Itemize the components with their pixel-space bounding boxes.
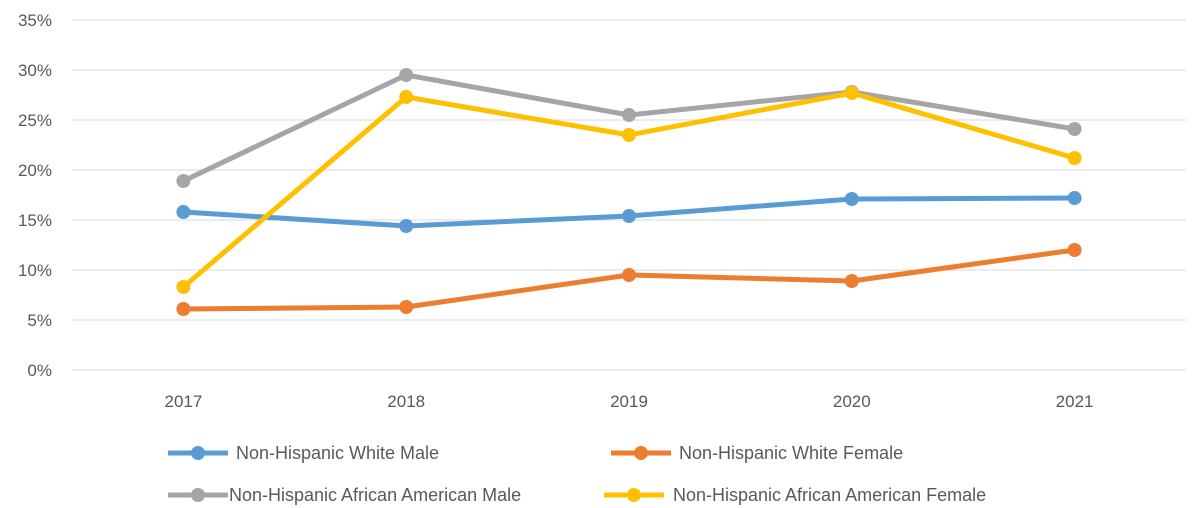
- legend-label: Non-Hispanic African American Male: [229, 485, 521, 505]
- x-tick-label: 2017: [164, 392, 202, 411]
- y-axis-tick-labels: 0% 5% 10% 15% 20% 25% 30% 35%: [18, 11, 52, 380]
- legend-swatch-marker: [634, 446, 648, 460]
- legend-label: Non-Hispanic White Male: [236, 443, 439, 463]
- x-tick-label: 2021: [1056, 392, 1094, 411]
- y-tick-label: 30%: [18, 61, 52, 80]
- y-tick-label: 10%: [18, 261, 52, 280]
- legend-item: Non-Hispanic White Male: [168, 443, 439, 463]
- data-point: [622, 209, 636, 223]
- legend-swatch-marker: [627, 488, 641, 502]
- data-point: [176, 205, 191, 219]
- y-tick-label: 15%: [18, 211, 52, 230]
- data-point: [1067, 191, 1082, 205]
- data-point: [176, 174, 191, 188]
- x-axis-tick-labels: 2017 2018 2019 2020 2021: [164, 392, 1093, 411]
- legend-label: Non-Hispanic White Female: [679, 443, 903, 463]
- data-point: [399, 90, 414, 104]
- data-point: [844, 274, 859, 288]
- y-tick-label: 35%: [18, 11, 52, 30]
- data-point: [399, 219, 414, 233]
- legend-item: Non-Hispanic White Female: [611, 443, 903, 463]
- series-4: [176, 86, 1082, 294]
- data-point: [1067, 151, 1082, 165]
- data-point: [399, 300, 414, 314]
- data-point: [1067, 122, 1082, 136]
- legend: Non-Hispanic White Male Non-Hispanic Whit…: [168, 443, 986, 505]
- legend-item: Non-Hispanic African American Male: [168, 485, 521, 505]
- data-point: [176, 280, 191, 294]
- y-tick-label: 20%: [18, 161, 52, 180]
- data-point: [844, 86, 859, 100]
- series-2: [176, 243, 1082, 316]
- y-tick-label: 0%: [27, 361, 52, 380]
- data-point: [176, 302, 191, 316]
- y-tick-label: 25%: [18, 111, 52, 130]
- legend-swatch-marker: [191, 488, 205, 502]
- x-tick-label: 2019: [610, 392, 648, 411]
- x-tick-label: 2020: [833, 392, 871, 411]
- legend-swatch-marker: [191, 446, 205, 460]
- series-1: [176, 191, 1082, 233]
- series-line: [180, 90, 1078, 290]
- gridlines: [72, 19, 1186, 371]
- x-tick-label: 2018: [387, 392, 425, 411]
- data-point: [622, 268, 636, 282]
- data-point: [1067, 243, 1082, 257]
- y-tick-label: 5%: [27, 311, 52, 330]
- data-point: [622, 128, 636, 142]
- legend-label: Non-Hispanic African American Female: [673, 485, 986, 505]
- data-point: [399, 68, 414, 82]
- legend-item: Non-Hispanic African American Female: [604, 485, 986, 505]
- data-point: [622, 108, 636, 122]
- series-lines: [176, 68, 1082, 316]
- data-point: [844, 192, 859, 206]
